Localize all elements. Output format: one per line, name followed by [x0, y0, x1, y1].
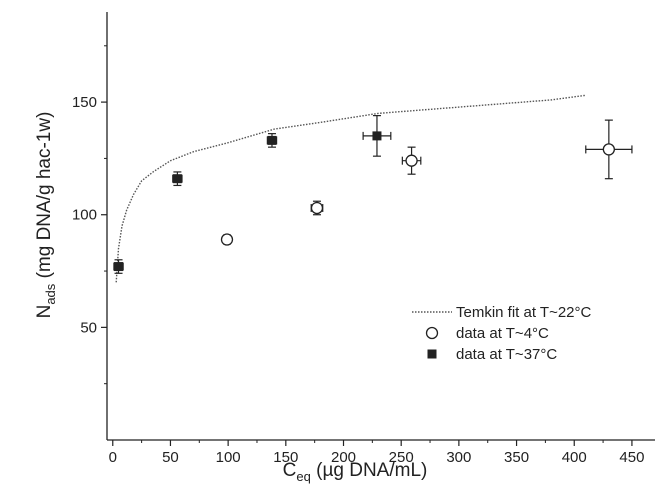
x-tick-label: 100	[216, 449, 241, 466]
plot-series	[113, 94, 633, 283]
y-tick-label: 100	[72, 207, 97, 224]
data-point-filled-square	[172, 174, 182, 184]
data-point-filled-square	[267, 135, 277, 145]
x-tick-label: 350	[504, 449, 529, 466]
x-tick-label: 400	[562, 449, 587, 466]
x-axis-label-main: C	[283, 460, 297, 481]
x-tick-label: 200	[331, 449, 356, 466]
data-point-open-circle	[425, 326, 439, 340]
y-axis-label-rest: (mg DNA/g hac-1w)	[34, 112, 55, 284]
x-axis-label: Ceq (µg DNA/mL)	[283, 460, 428, 484]
temkin-fit-line	[115, 94, 586, 283]
x-axis-label-sub: eq	[296, 469, 310, 484]
y-axis-label-sub: ads	[43, 283, 58, 304]
x-axis-label-rest: (µg DNA/mL)	[311, 460, 428, 481]
y-tick-label: 50	[80, 319, 97, 336]
axes: 0 50 100 150 200 250 300 350 400 450 50 100 150	[72, 12, 655, 466]
data-point-open-circle	[310, 201, 324, 215]
data-point-filled-square	[427, 349, 437, 359]
x-tick-label: 50	[162, 449, 179, 466]
x-tick-label: 450	[619, 449, 644, 466]
data-point-open-circle	[602, 143, 616, 156]
data-point-open-circle	[405, 154, 418, 167]
legend-label: Temkin fit at T~22°C	[456, 304, 592, 321]
data-point-open-circle	[220, 233, 234, 246]
x-tick-label: 150	[273, 449, 298, 466]
x-tick-label: 250	[389, 449, 414, 466]
x-tick-label: 300	[446, 449, 471, 466]
y-axis-label-main: N	[34, 305, 55, 319]
data-point-filled-square	[372, 131, 382, 141]
legend-label: data at T~4°C	[456, 325, 549, 342]
x-tick-label: 0	[109, 449, 117, 466]
legend: Temkin fit at T~22°C data at T~4°C data at…	[412, 304, 592, 363]
data-point-filled-square	[114, 262, 124, 272]
y-tick-label: 150	[72, 94, 97, 111]
legend-label: data at T~37°C	[456, 346, 557, 363]
y-axis-label: Nads (mg DNA/g hac-1w)	[34, 112, 58, 319]
